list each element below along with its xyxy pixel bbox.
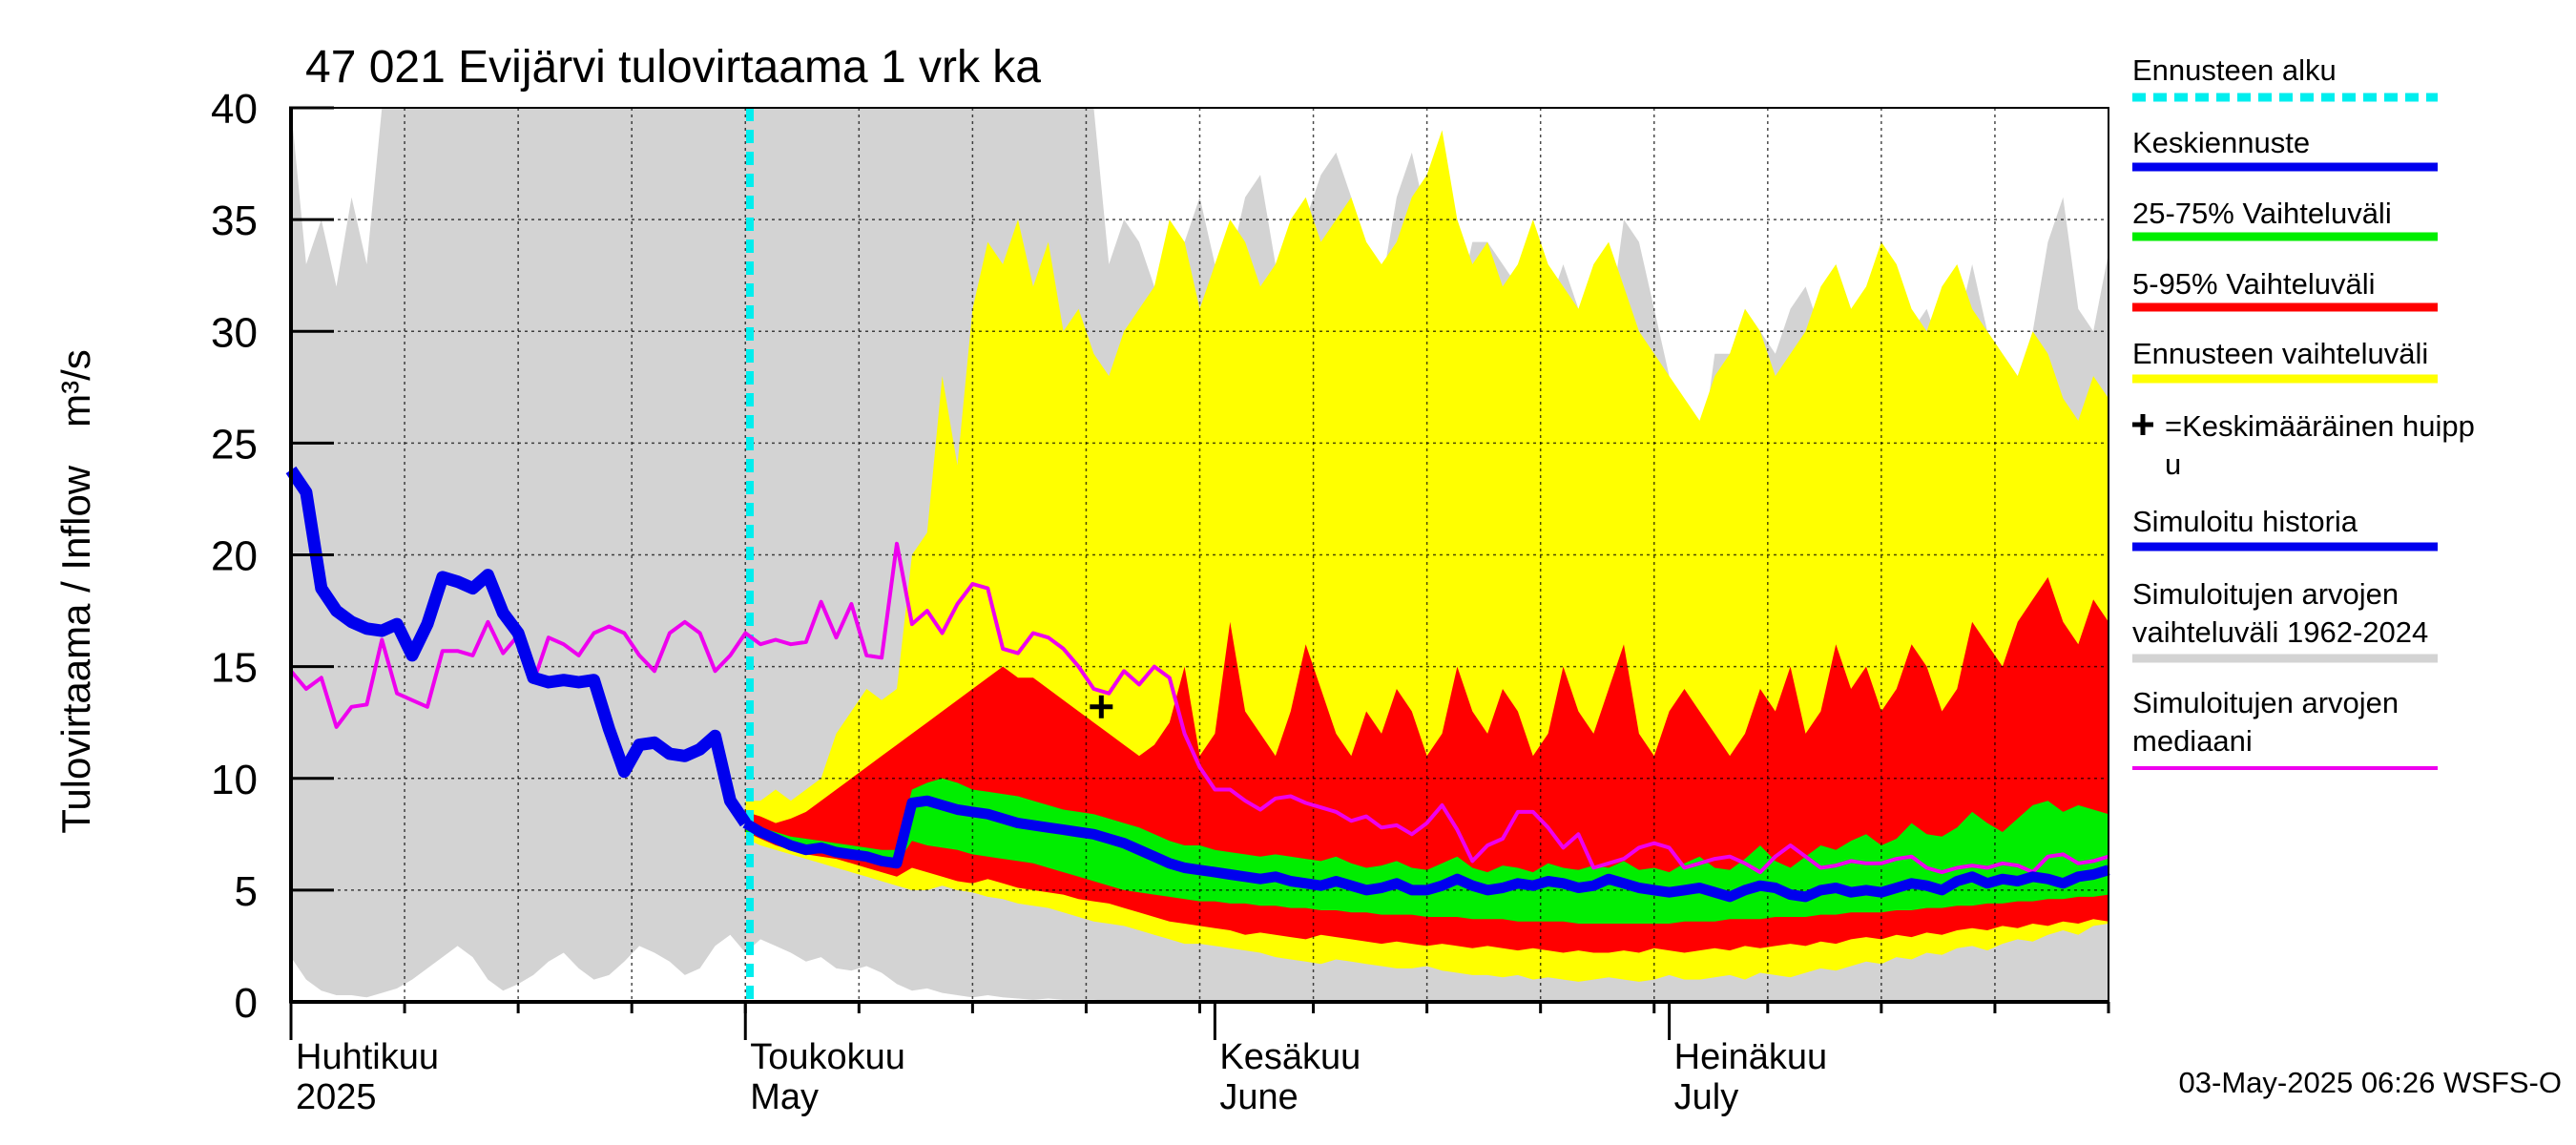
legend-label-forecast_start: Ennusteen alku xyxy=(2132,53,2337,87)
legend-label-band_5_95: 5-95% Vaihteluväli xyxy=(2132,267,2375,301)
y-tick-label: 25 xyxy=(211,421,258,468)
chart-legend: Ennusteen alku Keskiennuste 25-75% Vaihtel… xyxy=(2132,53,2475,770)
timestamp-footer: 03-May-2025 06:26 WSFS-O xyxy=(2179,1066,2562,1099)
y-tick-label: 40 xyxy=(211,86,258,133)
y-axis-unit: m³/s xyxy=(53,349,98,427)
history-line xyxy=(285,466,751,827)
legend-label-median: Simuloitujen arvojen mediaani xyxy=(2132,686,2399,758)
legend-label-peak: =Keskimääräinen huipp u xyxy=(2165,409,2475,481)
y-tick-label: 5 xyxy=(235,868,258,915)
legend-label-forecast_band: Ennusteen vaihteluväli xyxy=(2132,337,2428,370)
y-tick-label: 0 xyxy=(235,980,258,1027)
y-tick-label: 10 xyxy=(211,757,258,803)
legend-label-band_25_75: 25-75% Vaihteluväli xyxy=(2132,197,2392,230)
legend-label-history: Simuloitu historia xyxy=(2132,505,2358,538)
chart-title: 47 021 Evijärvi tulovirtaama 1 vrk ka xyxy=(305,42,1041,93)
mean-forecast-line xyxy=(742,795,2110,903)
month-label-en: June xyxy=(1219,1077,1298,1117)
legend-label-mean_forecast: Keskiennuste xyxy=(2132,126,2310,159)
month-label-en: May xyxy=(750,1077,819,1117)
y-tick-label: 15 xyxy=(211,645,258,692)
month-label-fi: Heinäkuu xyxy=(1674,1037,1828,1077)
chart-lines xyxy=(285,108,2110,1007)
legend-label-hist_band: Simuloitujen arvojen vaihteluväli 1962-20… xyxy=(2132,577,2428,649)
y-tick-label: 35 xyxy=(211,198,258,244)
y-axis-label-text: Tulovirtaama / Inflow xyxy=(53,465,98,834)
month-label-fi: Huhtikuu xyxy=(296,1037,439,1077)
month-label-en: 2025 xyxy=(296,1077,377,1117)
month-label-en: July xyxy=(1674,1077,1739,1117)
y-tick-label: 30 xyxy=(211,309,258,356)
chart-axes: 0510152025303540Huhtikuu2025ToukokuuMayK… xyxy=(211,86,2110,1117)
legend-swatch-peak xyxy=(2132,414,2153,435)
median-line xyxy=(289,541,2109,875)
y-tick-label: 20 xyxy=(211,533,258,580)
month-label-fi: Toukokuu xyxy=(750,1037,905,1077)
y-axis-label: Tulovirtaama / Inflow m³/s xyxy=(53,349,98,834)
peak-marker xyxy=(1090,695,1113,718)
month-label-fi: Kesäkuu xyxy=(1219,1037,1361,1077)
